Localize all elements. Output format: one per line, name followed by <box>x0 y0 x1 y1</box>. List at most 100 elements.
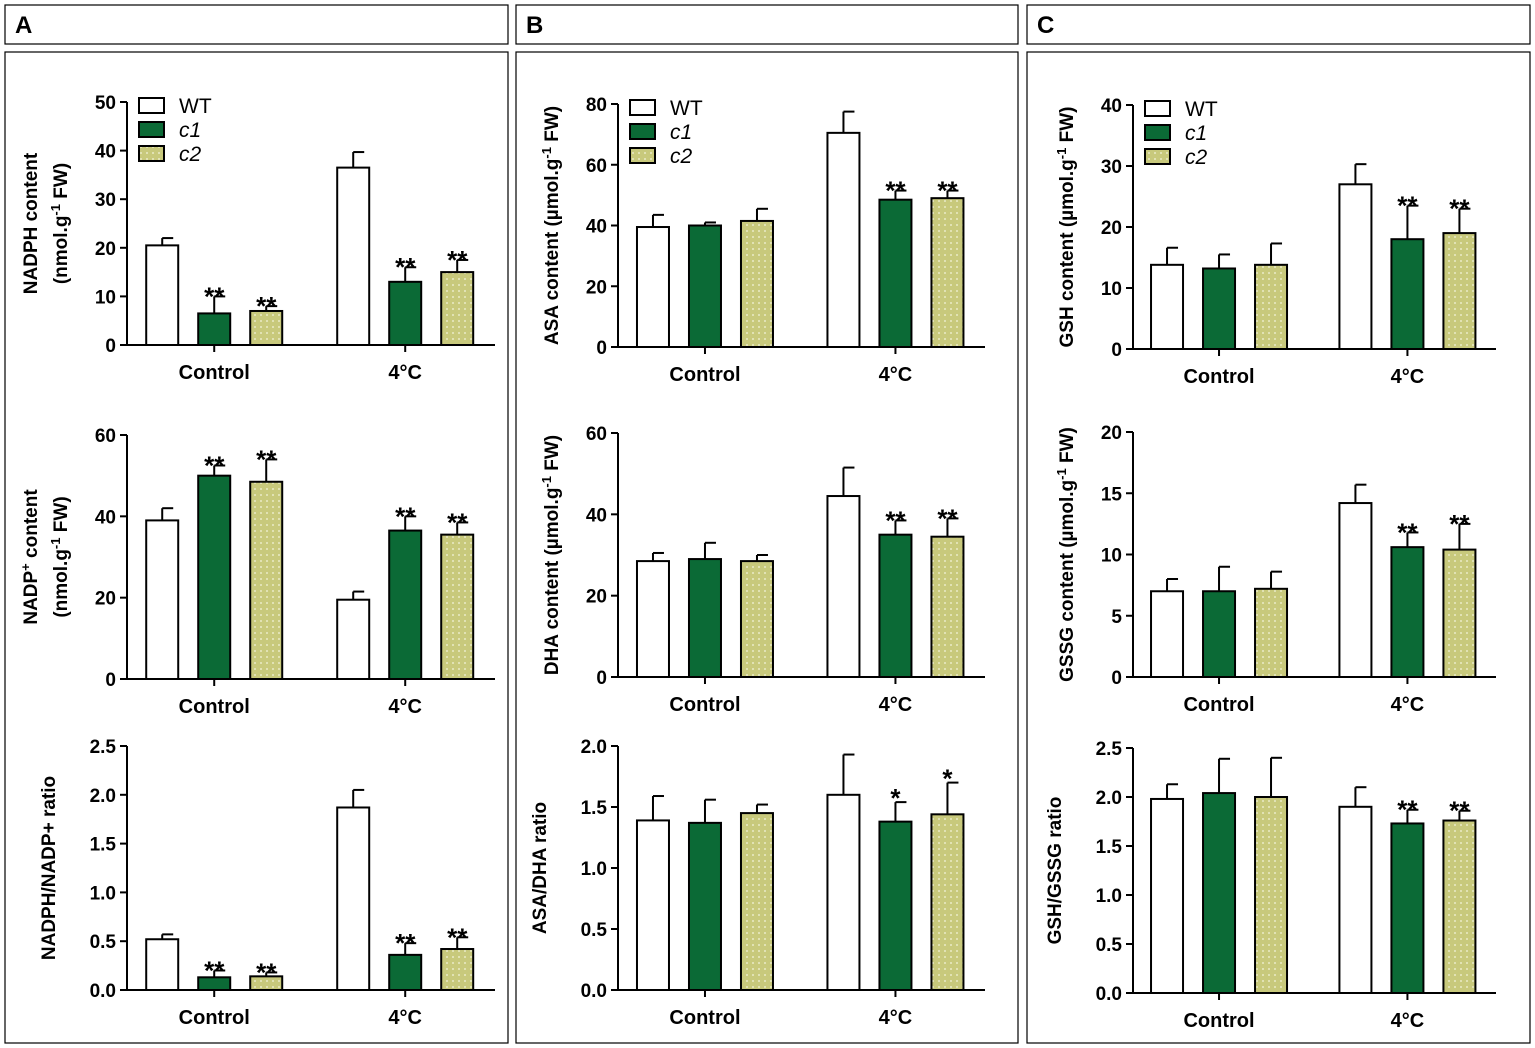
y-axis-label-part: + <box>18 563 33 571</box>
significance-mark: ** <box>1449 509 1470 539</box>
y-axis-label-part: NADPH content <box>21 152 42 294</box>
legend-label: WT <box>179 95 212 118</box>
y-tick-label: 1.0 <box>581 859 607 880</box>
y-tick-label: 60 <box>586 424 607 445</box>
y-tick-label: 2.5 <box>90 737 117 758</box>
y-axis-label-part: NADP <box>21 571 42 625</box>
subplot-5: 0.0 0.5 1.0 1.5 2.0 ASA/DHA ratio Control 4°C * * <box>530 737 985 1029</box>
y-tick-label: 0.0 <box>581 981 607 1002</box>
y-axis-label: NADP+ content <box>18 489 43 625</box>
bar-c2 <box>1442 548 1477 678</box>
bar-c1 <box>1390 238 1425 350</box>
significance-mark: ** <box>885 505 906 535</box>
bar-c2 <box>249 309 284 347</box>
y-tick-label: 1.5 <box>90 835 117 856</box>
y-tick-label: 1.5 <box>581 798 608 819</box>
y-tick-label: 40 <box>586 217 607 238</box>
panel-frame-C <box>1026 51 1531 1044</box>
bar-c2 <box>739 560 774 678</box>
bar-c2 <box>1442 819 1477 995</box>
y-axis-label-part: FW) <box>51 496 72 537</box>
legend-label: WT <box>1185 98 1218 121</box>
bar-WT <box>336 806 371 991</box>
y-tick-label: 60 <box>586 156 607 177</box>
significance-mark: ** <box>395 252 416 282</box>
x-tick-label: Control <box>179 1007 250 1029</box>
x-tick-label: 4°C <box>1391 1010 1425 1032</box>
y-tick-label: 30 <box>1101 157 1122 178</box>
x-tick-label: 4°C <box>1391 366 1425 388</box>
y-tick-label: 40 <box>1101 96 1122 117</box>
bar-c2 <box>739 219 774 349</box>
y-tick-label: 2.0 <box>581 737 607 758</box>
panel-label: B <box>526 12 543 39</box>
significance-mark: ** <box>204 281 225 311</box>
y-axis-label-part: GSH content (µmol.g <box>1057 159 1078 347</box>
legend-swatch-WT <box>1144 100 1171 117</box>
y-tick-label: 10 <box>1101 546 1122 567</box>
significance-mark: ** <box>1397 517 1418 547</box>
bar-c2 <box>249 480 284 680</box>
y-tick-label: 5 <box>1111 607 1122 628</box>
significance-mark: ** <box>256 291 277 321</box>
y-axis-label-part: -1 <box>539 476 554 488</box>
y-tick-label: 10 <box>95 287 116 308</box>
y-tick-label: 1.0 <box>90 883 116 904</box>
panel-label: C <box>1037 12 1054 39</box>
subplot-3: 0 20 40 60 80 ASA content (µmol.g-1 FW) Contro… <box>539 95 985 386</box>
y-axis-label: NADPH/NADP+ ratio <box>39 776 60 960</box>
x-tick-label: 4°C <box>879 694 913 716</box>
panel-label: A <box>15 12 32 39</box>
legend-label: c2 <box>1185 146 1208 169</box>
bar-WT <box>145 938 180 991</box>
x-tick-label: 4°C <box>879 364 913 386</box>
bar-c1 <box>388 953 423 992</box>
y-tick-label: 40 <box>95 142 116 163</box>
y-axis-label: GSH content (µmol.g-1 FW) <box>1054 107 1079 348</box>
y-tick-label: 0.5 <box>581 920 608 941</box>
legend-swatch-c2 <box>629 147 656 164</box>
x-tick-label: 4°C <box>388 1007 422 1029</box>
subplot-0: 0 10 20 30 40 50 NADPH content (nmol.g-1 FW) Con… <box>21 93 495 384</box>
y-axis-label-part: FW) <box>51 163 72 204</box>
significance-mark: ** <box>256 957 277 987</box>
panel-frame-A <box>4 51 509 1044</box>
y-axis-label-part: ASA content (µmol.g <box>542 159 563 346</box>
y-axis-label-part: GSSG content (µmol.g <box>1057 480 1078 682</box>
y-axis-label-part: FW) <box>1057 107 1078 148</box>
significance-mark: ** <box>256 444 277 474</box>
significance-mark: ** <box>447 922 468 952</box>
legend-swatch-WT <box>629 99 656 116</box>
bar-c2 <box>739 812 774 991</box>
bar-WT <box>145 244 180 346</box>
legend-label: WT <box>670 97 703 120</box>
bar-WT <box>826 793 861 991</box>
y-axis-label-part: (nmol.g <box>51 549 72 618</box>
bar-WT <box>635 226 670 348</box>
bar-c1 <box>1202 792 1237 995</box>
bar-c2 <box>930 535 965 679</box>
legend-swatch-c2 <box>1144 148 1171 165</box>
y-axis-label-part: FW) <box>542 106 563 147</box>
bar-c2 <box>440 533 475 681</box>
significance-mark: ** <box>447 507 468 537</box>
y-axis-label: ASA/DHA ratio <box>530 802 551 934</box>
legend-swatch-c1 <box>629 123 656 140</box>
bar-c1 <box>687 558 722 678</box>
y-axis-label-part: -1 <box>48 204 63 216</box>
y-tick-label: 0 <box>105 670 116 691</box>
x-tick-label: Control <box>669 694 740 716</box>
x-tick-label: 4°C <box>388 362 422 384</box>
bar-c1 <box>1202 590 1237 678</box>
bar-WT <box>336 166 371 346</box>
y-axis-label-part: FW) <box>542 435 563 476</box>
significance-mark: ** <box>447 245 468 275</box>
y-axis-label-part: NADPH/NADP+ ratio <box>39 776 60 960</box>
y-tick-label: 20 <box>586 277 607 298</box>
bar-c1 <box>1390 546 1425 679</box>
significance-mark: ** <box>1449 796 1470 826</box>
bar-c2 <box>1254 587 1289 678</box>
y-tick-label: 15 <box>1101 484 1123 505</box>
panel-frame-B <box>515 51 1019 1044</box>
